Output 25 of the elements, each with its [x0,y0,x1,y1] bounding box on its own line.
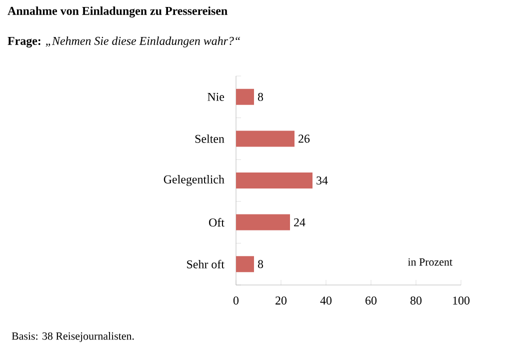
y-tick-label: Oft [209,218,224,226]
bar [236,172,312,188]
y-tick-label: Sehr oft [187,260,224,268]
text: Frage: „Nehmen Sie diese Einladungen wahr?“ [8,36,240,48]
y-tick-label: Gelegentlich [164,174,224,186]
x-tick-label: 40 [320,296,332,304]
x-tick-label: 0 [233,296,239,304]
y-tick-label: Nie [208,92,224,101]
x-tick-label: 100 [453,296,470,304]
bar [236,130,295,147]
bar [236,214,290,230]
x-tick-label: 60 [366,296,377,304]
data-label: 26 [298,134,310,143]
data-label: 24 [294,218,306,226]
bar [236,88,254,105]
data-label: 8 [258,260,264,268]
data-label: 34 [316,176,328,184]
annotation: in Prozent [408,258,452,266]
x-tick-label: 80 [410,296,422,304]
data-label: 8 [258,92,264,101]
text: Annahme von Einladungen zu Pressereisen [8,6,228,18]
bar [236,256,254,272]
y-tick-label: Selten [195,134,224,143]
x-tick-label: 20 [276,296,287,304]
text: Basis: 38 Reisejournalisten. [12,332,134,342]
